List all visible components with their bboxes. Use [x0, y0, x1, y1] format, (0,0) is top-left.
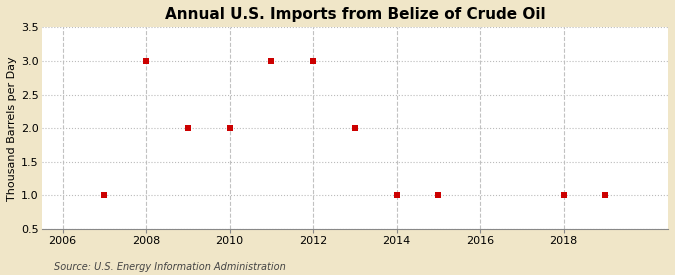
Point [308, 59, 319, 63]
Title: Annual U.S. Imports from Belize of Crude Oil: Annual U.S. Imports from Belize of Crude… [165, 7, 545, 22]
Point [266, 59, 277, 63]
Point [350, 126, 360, 130]
Point [433, 193, 443, 198]
Point [182, 126, 193, 130]
Point [224, 126, 235, 130]
Y-axis label: Thousand Barrels per Day: Thousand Barrels per Day [7, 56, 17, 200]
Point [392, 193, 402, 198]
Point [140, 59, 151, 63]
Point [558, 193, 569, 198]
Point [99, 193, 109, 198]
Text: Source: U.S. Energy Information Administration: Source: U.S. Energy Information Administ… [54, 262, 286, 272]
Point [600, 193, 611, 198]
